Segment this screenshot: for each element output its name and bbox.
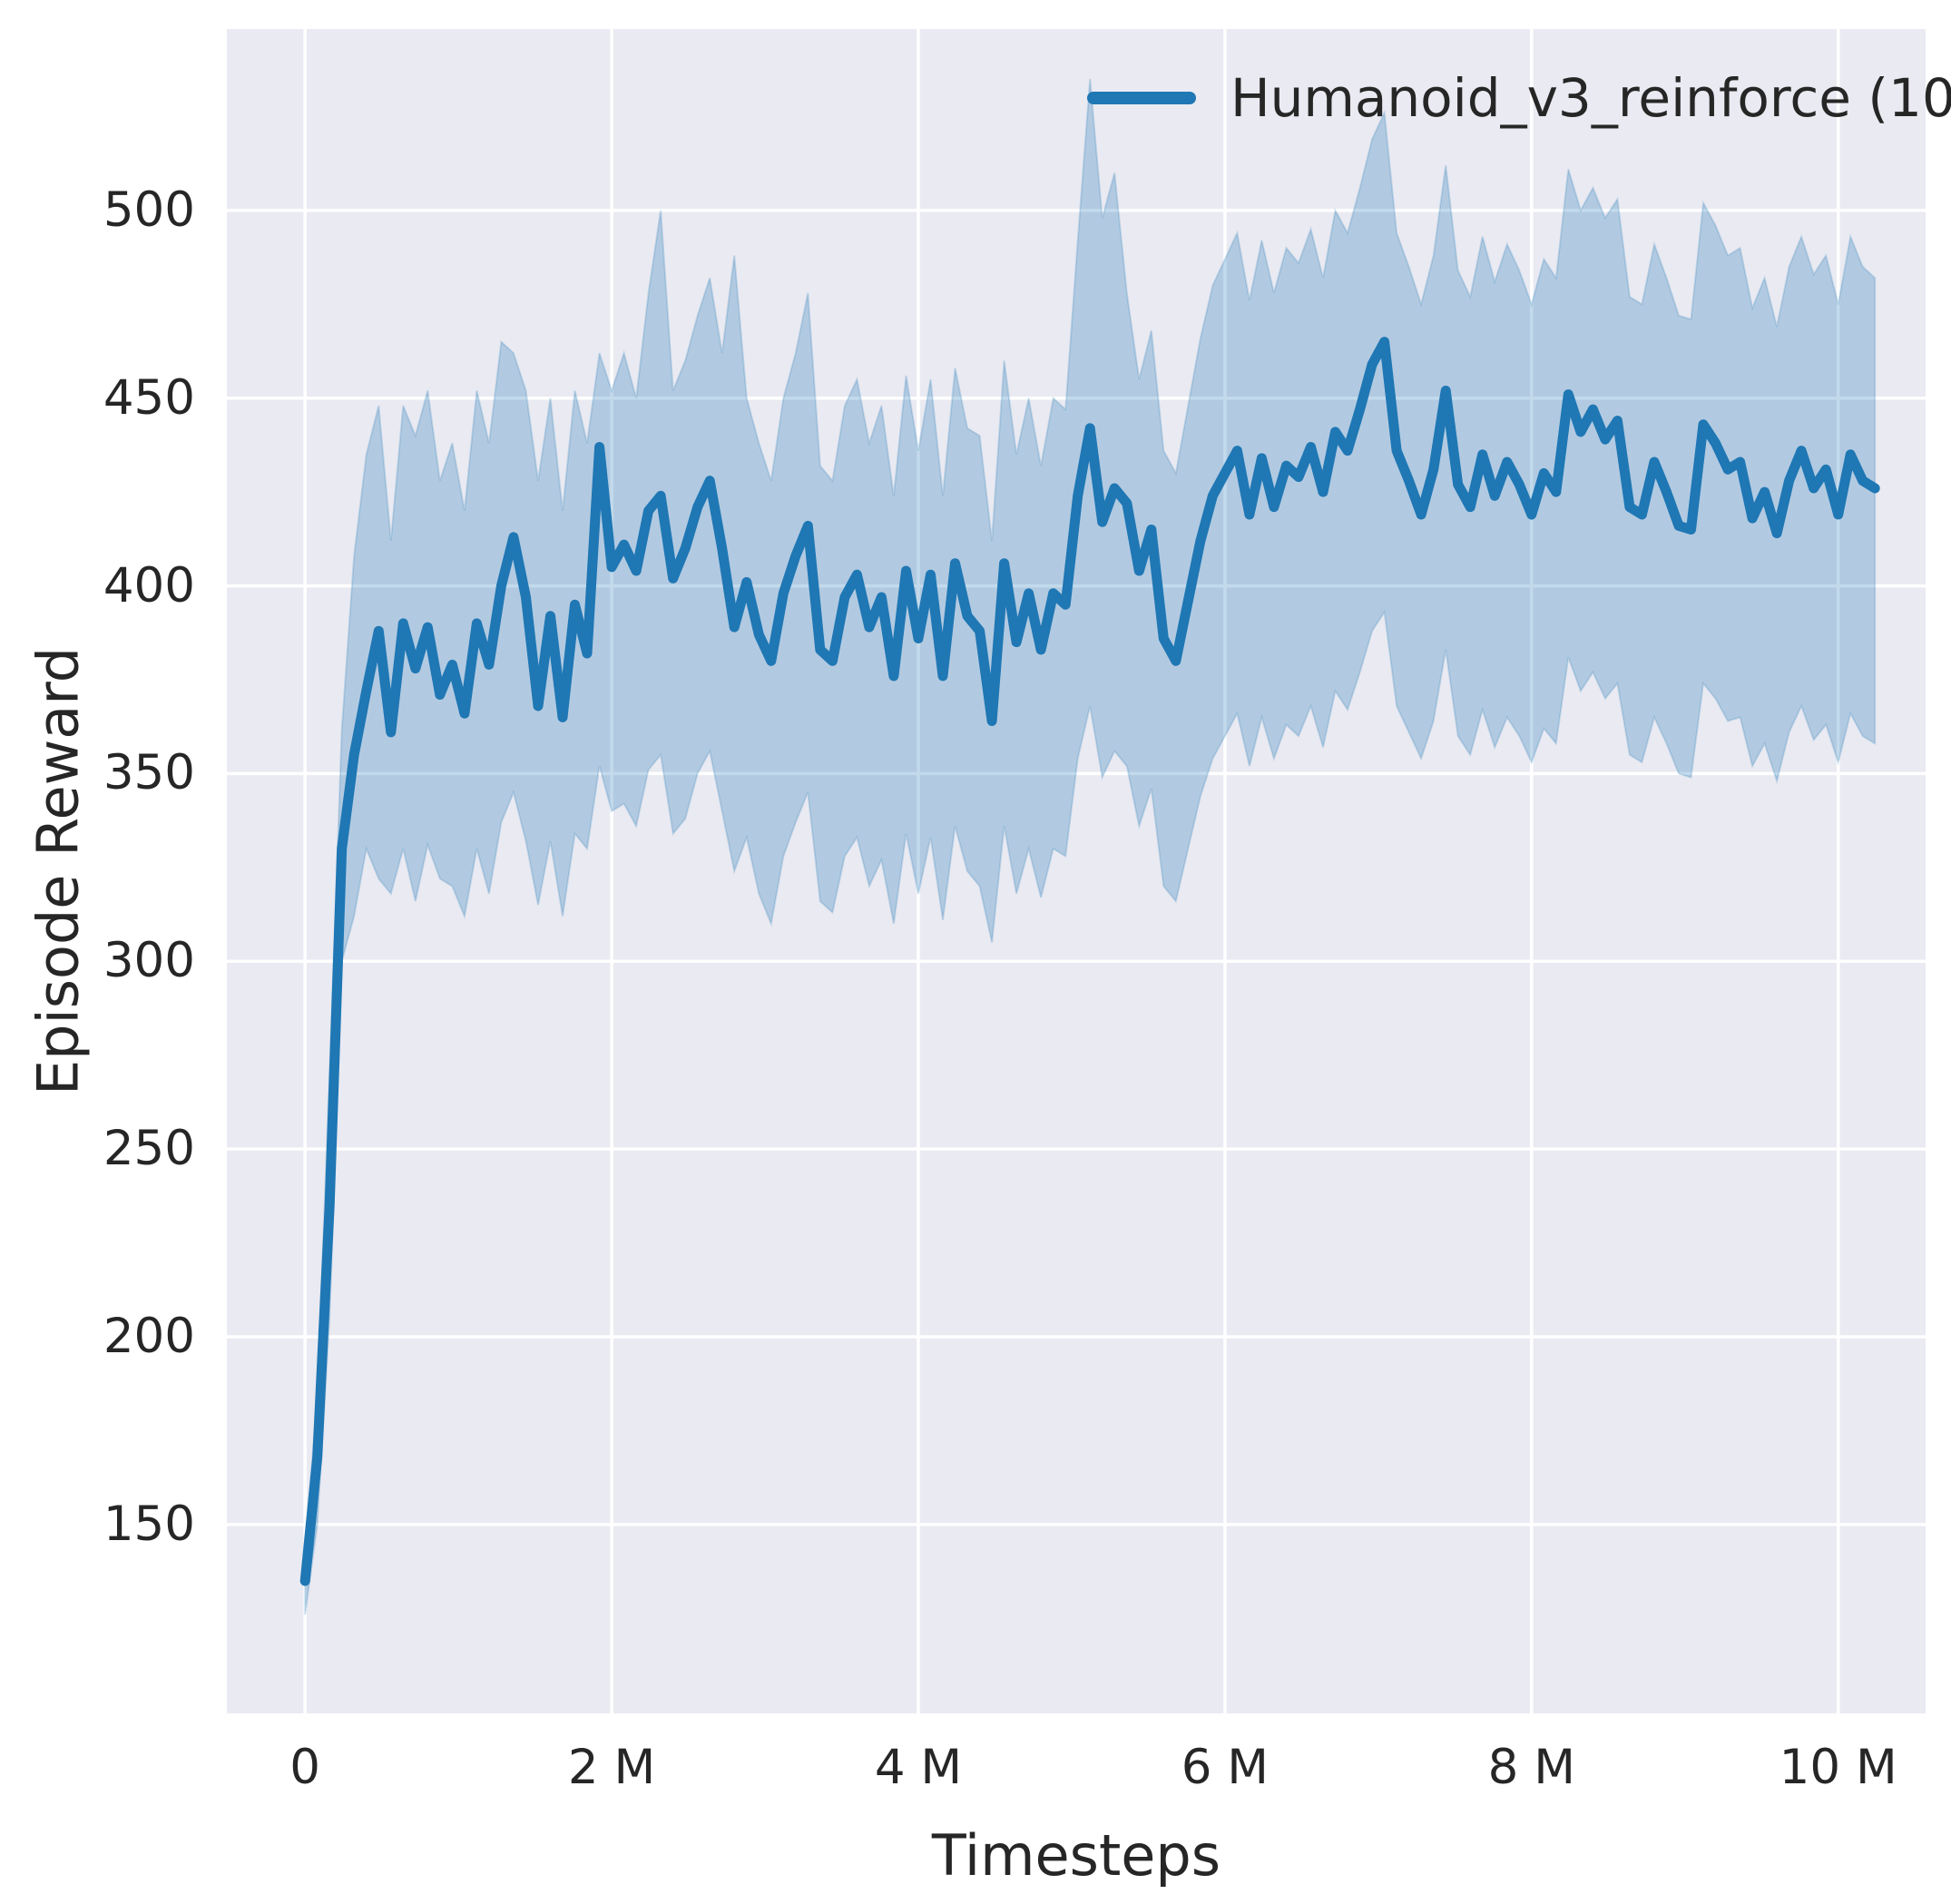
series-layer: [299, 78, 1880, 1615]
legend-line-swatch: [1087, 92, 1196, 104]
x-tick-label: 0: [289, 1740, 321, 1795]
x-tick-label: 8 M: [1487, 1740, 1575, 1795]
y-tick-label: 450: [103, 369, 195, 426]
gridlines: [227, 29, 1926, 1713]
y-tick-label: 250: [103, 1121, 195, 1177]
plot-area: [227, 29, 1926, 1713]
y-tick-label: 350: [103, 745, 195, 801]
y-tick-label: 300: [103, 933, 195, 989]
x-axis-label: Timesteps: [931, 1822, 1221, 1889]
y-tick-label: 400: [103, 557, 195, 613]
y-tick-label: 500: [103, 182, 195, 238]
x-tick-label: 10 M: [1779, 1740, 1897, 1795]
y-axis-label: Episode Reward: [25, 646, 92, 1096]
y-tick-label: 150: [103, 1496, 195, 1552]
legend: Humanoid_v3_reinforce (10): [1087, 67, 1951, 129]
legend-label: Humanoid_v3_reinforce (10): [1230, 67, 1951, 129]
y-tick-label: 200: [103, 1309, 195, 1365]
x-tick-label: 6 M: [1181, 1740, 1270, 1795]
x-tick-label: 4 M: [874, 1740, 963, 1795]
x-tick-label: 2 M: [567, 1740, 656, 1795]
